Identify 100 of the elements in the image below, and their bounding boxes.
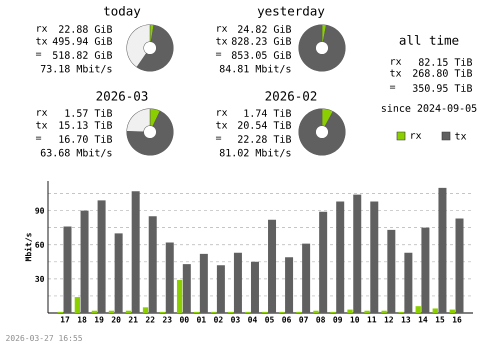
bar [438,188,446,313]
x-tick-label: 17 [60,316,70,322]
bar [114,233,123,313]
text: rx [37,26,48,32]
bar [132,191,140,313]
bar [200,254,208,313]
x-tick-label: 07 [299,316,308,323]
text: = [36,136,42,140]
text: 518.82 GiB [52,51,112,59]
text: rx [37,110,48,116]
x-tick-label: 18 [78,316,86,323]
text: tx [36,121,48,129]
bar [74,297,80,313]
x-tick-label: 21 [128,316,138,322]
text: 73.18 Mbit/s [40,64,112,74]
bar [336,201,344,313]
text: tx [36,37,48,45]
bar [370,201,378,313]
x-tick-label: 22 [146,316,154,322]
legend-label: rx [411,133,422,139]
text: 495.94 GiB [52,37,112,45]
x-tick-label: 08 [316,316,325,323]
text: 1.57 TiB [66,109,112,117]
text: 853.05 GiB [232,51,291,59]
bar [80,210,89,313]
text: tx [390,69,402,77]
text: = [216,52,222,56]
chart-title: 2026-03 [96,91,148,101]
bar [347,310,353,313]
bar [450,310,455,313]
bar [353,194,362,313]
text: 1.74 TiB [244,109,291,117]
text: = [216,136,222,140]
text: since 2024-09-05 [382,104,476,112]
text: 828.23 GiB [232,37,291,45]
text: = [36,52,42,56]
x-tick-label: 09 [333,316,342,323]
text: 16.70 TiB [59,135,112,143]
x-tick-label: 02 [214,316,223,323]
bar [285,257,294,313]
text: 2026-03-27 16:55 [6,334,82,342]
x-tick-label: 19 [95,316,104,323]
bar [98,200,106,313]
x-tick-label: 20 [112,316,120,323]
bar [166,242,174,313]
bar [176,280,182,313]
x-tick-label: 01 [197,316,206,323]
bar [234,252,242,313]
x-tick-label: 10 [350,316,360,323]
text: 22.88 GiB [59,25,112,33]
bar [432,308,438,313]
text: 82.15 TiB [418,58,472,66]
x-tick-label: 04 [248,316,257,323]
x-tick-label: 14 [418,316,428,322]
x-tick-label: 05 [265,316,274,323]
x-tick-label: 03 [231,316,240,323]
text: 15.13 TiB [59,121,112,129]
text: = [390,86,396,89]
x-tick-label: 13 [402,316,410,323]
bar [216,265,225,313]
x-tick-label: 23 [162,316,172,323]
text: tx [216,37,228,45]
bar [250,262,259,313]
y-tick-label: 30 [35,276,44,282]
bar [416,306,421,313]
text: 24.82 GiB [238,25,291,33]
text: 63.68 Mbit/s [40,148,112,158]
bar [268,220,276,313]
text: rx [391,59,402,65]
bar [404,252,412,313]
x-tick-label: 12 [384,316,393,322]
bar [64,226,72,313]
text: 268.80 TiB [413,69,472,77]
chart-title: yesterday [258,6,324,18]
text: rx [217,110,228,116]
chart-title: 2026-02 [266,91,316,101]
bar [387,230,396,313]
text: all time [400,35,458,45]
legend-label: tx [455,132,466,140]
x-tick-label: 00 [180,316,189,323]
bar [456,218,464,313]
y-axis-title: Mbit/s [24,233,32,262]
x-tick-label: 15 [436,316,444,322]
x-tick-label: 11 [368,316,376,322]
bar [319,212,328,313]
x-tick-label: 06 [282,316,291,323]
y-tick-label: 90 [35,208,44,214]
bar [302,244,310,313]
text: 22.28 TiB [238,135,291,143]
bar [148,216,157,313]
text: 84.81 Mbit/s [220,64,290,74]
text: rx [217,26,228,32]
y-tick-label: 60 [35,242,44,248]
chart-title: today [104,6,140,18]
text: 81.02 Mbit/s [220,148,290,158]
bar [182,264,191,313]
bar [142,307,148,313]
text: 350.95 TiB [412,84,472,92]
bar [421,228,430,313]
text: 20.54 TiB [238,121,291,129]
